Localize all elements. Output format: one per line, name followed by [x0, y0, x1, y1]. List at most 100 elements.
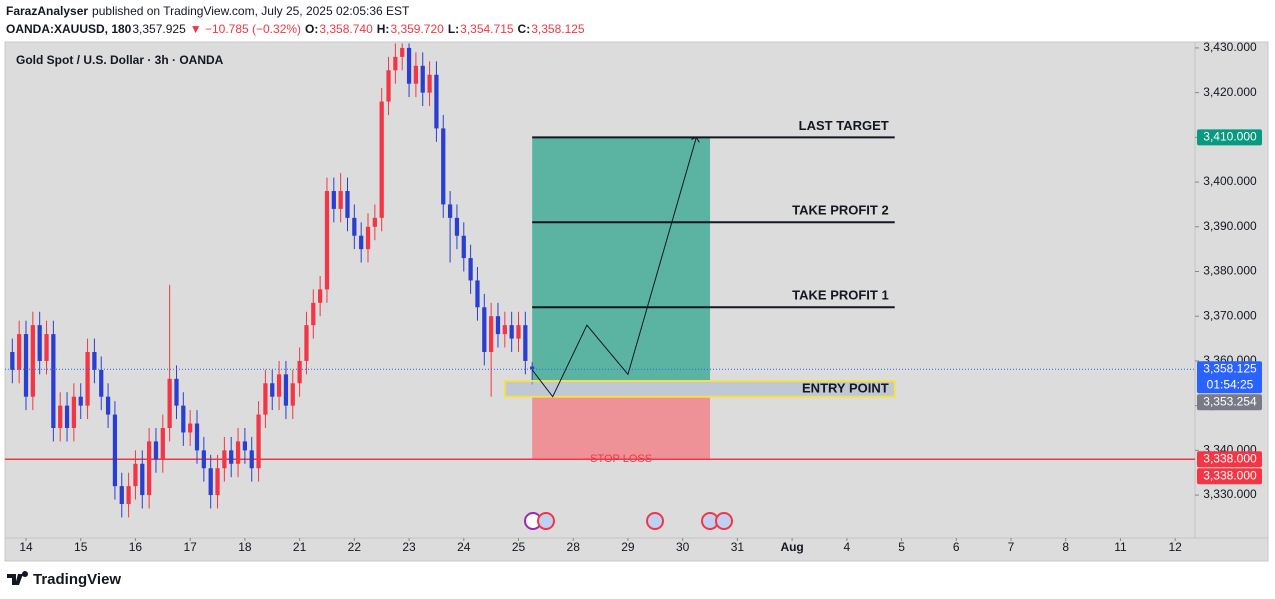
candle-body: [365, 226, 371, 250]
candle-body: [215, 468, 220, 496]
event-icon: [646, 512, 664, 530]
candle-body: [51, 334, 56, 428]
candle-body: [242, 441, 248, 451]
x-tick-label: 31: [731, 540, 745, 554]
candle-body: [229, 450, 234, 464]
price-tag: [1197, 451, 1262, 468]
candle-body: [318, 289, 323, 303]
candle-body: [133, 463, 138, 487]
candle-body: [17, 334, 22, 370]
x-tick-label: 28: [567, 540, 581, 554]
candle-body: [112, 414, 118, 487]
projection-path: [531, 137, 697, 398]
header-segment: 3,358.125: [531, 22, 585, 36]
candle-body: [434, 74, 439, 129]
x-tick-label: 12: [1168, 540, 1182, 554]
header-segment: 3,359.720: [390, 22, 444, 36]
candle-body: [153, 441, 159, 460]
event-icon: [715, 512, 733, 530]
price-tag-label: 3,410.000: [1203, 130, 1257, 144]
candle-body: [10, 351, 15, 370]
candle-body: [530, 366, 535, 370]
x-tick-label: 23: [402, 540, 416, 554]
level-label: TAKE PROFIT 2: [792, 203, 889, 218]
x-tick-label: 29: [621, 540, 635, 554]
x-tick-label: 6: [953, 540, 960, 554]
plot: STOP LOSS LAST TARGET TAKE PROFIT 2 TAKE PR…: [5, 40, 1262, 554]
x-tick-label: Aug: [780, 540, 803, 554]
candle-body: [147, 441, 152, 496]
candle-body: [454, 217, 460, 236]
candle-body: [447, 204, 453, 218]
candle-body: [263, 383, 268, 415]
x-tick-label: 24: [457, 540, 471, 554]
candle-body: [345, 191, 350, 218]
price-tag: [1197, 129, 1262, 146]
price-tag-label: 3,338.000: [1203, 468, 1257, 482]
y-tick-label: 3,420.000: [1203, 85, 1257, 99]
x-tick-label: 4: [843, 540, 850, 554]
price-tag-label: 3,338.000: [1203, 451, 1257, 465]
x-tick-label: 22: [348, 540, 362, 554]
candle-body: [509, 325, 514, 339]
candle-body: [167, 378, 172, 428]
header-segment: ▼ −10.785 (−0.32%): [190, 22, 301, 36]
candle-body: [188, 423, 193, 433]
candle-body: [71, 396, 77, 428]
y-tick-label: 3,390.000: [1203, 219, 1257, 233]
candle-body: [468, 258, 473, 281]
stop-loss-label: STOP LOSS: [590, 453, 652, 465]
candle-body: [324, 191, 330, 290]
plot-area: STOP LOSS LAST TARGET TAKE PROFIT 2 TAKE PR…: [5, 43, 1195, 518]
candle-body: [64, 405, 70, 428]
candle-body: [441, 128, 446, 205]
chart-title: Gold Spot / U.S. Dollar · 3h · OANDA: [16, 53, 224, 67]
candle-body: [85, 351, 90, 406]
brand-logo: TradingView: [7, 571, 121, 588]
candle-body: [489, 316, 494, 352]
x-tick-label: 17: [183, 540, 197, 554]
candle-body: [338, 191, 343, 209]
level-label: LAST TARGET: [799, 118, 889, 133]
candle-body: [304, 325, 309, 361]
candle-body: [297, 360, 302, 384]
header-line-2: OANDA:XAUUSD, 1803,357.925 ▼ −10.785 (−0.…: [6, 22, 585, 36]
candle-body: [359, 235, 364, 250]
candle-body: [400, 47, 405, 57]
x-tick-label: 25: [512, 540, 526, 554]
candle-body: [30, 325, 35, 397]
candle-body: [99, 369, 104, 397]
header-segment: H:: [377, 22, 390, 36]
loss-zone: [532, 396, 711, 460]
header-segment: OANDA:XAUUSD, 180: [6, 22, 132, 36]
candle-body: [249, 450, 254, 469]
candle-body: [235, 441, 241, 464]
candle-body: [174, 378, 179, 406]
x-tick-label: 30: [676, 540, 690, 554]
candle-body: [256, 414, 261, 469]
candle-body: [482, 307, 487, 352]
published: published on TradingView.com, July 25, 2…: [92, 4, 410, 18]
brand-icon: [7, 571, 28, 585]
candle-body: [352, 217, 357, 236]
candle-body: [523, 325, 528, 361]
profit-zone: [532, 137, 711, 382]
candle-body: [44, 334, 49, 361]
y-tick-label: 3,380.000: [1203, 264, 1257, 278]
x-tick-label: 5: [898, 540, 905, 554]
candle-body: [495, 316, 501, 335]
candle-body: [126, 486, 131, 505]
x-tick-label: 18: [238, 540, 252, 554]
candle-body: [78, 396, 83, 406]
candle-body: [92, 351, 97, 370]
candle-body: [413, 65, 419, 84]
candle-body: [283, 374, 289, 406]
candle-body: [516, 325, 521, 339]
candle-body: [379, 101, 384, 218]
candle-body: [311, 302, 316, 326]
candle-body: [140, 463, 145, 496]
entry-label: ENTRY POINT: [802, 380, 889, 395]
candle-body: [105, 396, 111, 415]
x-tick-label: 8: [1062, 540, 1069, 554]
